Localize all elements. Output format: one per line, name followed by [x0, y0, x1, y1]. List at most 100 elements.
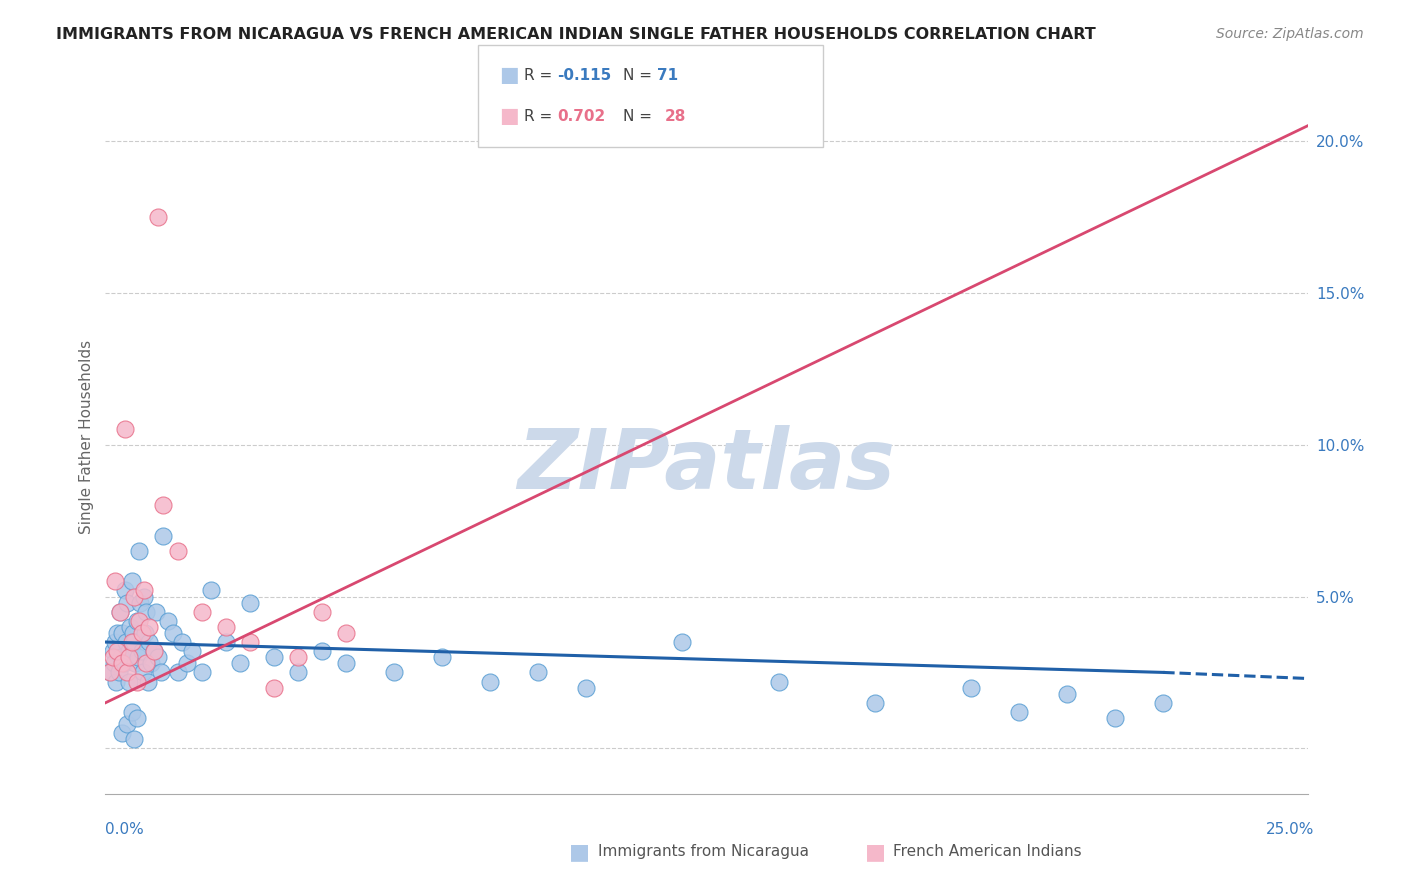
Text: ■: ■	[865, 842, 886, 862]
Point	[107, 644, 129, 658]
Text: R =: R =	[524, 68, 558, 83]
Y-axis label: Single Father Households: Single Father Households	[79, 340, 94, 534]
Point	[114, 422, 136, 436]
Point	[190, 665, 212, 680]
Point	[115, 596, 138, 610]
Point	[114, 635, 136, 649]
Point	[263, 650, 285, 665]
Text: Source: ZipAtlas.com: Source: ZipAtlas.com	[1216, 27, 1364, 41]
Point	[131, 626, 153, 640]
Point	[111, 657, 134, 671]
Text: N =: N =	[623, 109, 657, 124]
Point	[335, 657, 357, 671]
Point	[142, 644, 165, 658]
Point	[108, 665, 131, 680]
Point	[115, 717, 138, 731]
Point	[120, 620, 142, 634]
Point	[117, 674, 139, 689]
Point	[115, 665, 138, 680]
Text: French American Indians: French American Indians	[893, 845, 1081, 859]
Point	[1008, 705, 1031, 719]
Point	[162, 626, 184, 640]
Point	[101, 644, 124, 658]
Point	[101, 650, 124, 665]
Point	[111, 726, 134, 740]
Point	[1056, 687, 1078, 701]
Point	[1152, 696, 1174, 710]
Text: N =: N =	[623, 68, 657, 83]
Point	[311, 644, 333, 658]
Point	[128, 614, 150, 628]
Point	[121, 705, 143, 719]
Point	[107, 626, 129, 640]
Point	[131, 644, 153, 658]
Point	[136, 674, 159, 689]
Point	[239, 596, 262, 610]
Point	[139, 657, 162, 671]
Point	[148, 210, 170, 224]
Point	[263, 681, 285, 695]
Point	[105, 674, 128, 689]
Text: ■: ■	[569, 842, 591, 862]
Point	[148, 650, 170, 665]
Point	[156, 614, 179, 628]
Point	[960, 681, 983, 695]
Point	[124, 590, 146, 604]
Point	[104, 635, 127, 649]
Point	[103, 657, 125, 671]
Text: 25.0%: 25.0%	[1267, 822, 1315, 837]
Point	[138, 620, 160, 634]
Text: 0.0%: 0.0%	[105, 822, 145, 837]
Point	[108, 605, 131, 619]
Point	[181, 644, 204, 658]
Point	[125, 711, 148, 725]
Point	[287, 650, 309, 665]
Point	[125, 674, 148, 689]
Point	[118, 644, 141, 658]
Point	[863, 696, 886, 710]
Point	[172, 635, 194, 649]
Point	[311, 605, 333, 619]
Point	[382, 665, 405, 680]
Point	[110, 650, 132, 665]
Point	[135, 657, 157, 671]
Point	[229, 657, 252, 671]
Point	[124, 732, 146, 747]
Point	[1104, 711, 1126, 725]
Text: 0.702: 0.702	[557, 109, 605, 124]
Text: R =: R =	[524, 109, 558, 124]
Text: Immigrants from Nicaragua: Immigrants from Nicaragua	[598, 845, 808, 859]
Point	[479, 674, 502, 689]
Text: -0.115: -0.115	[557, 68, 612, 83]
Point	[152, 499, 174, 513]
Point	[112, 657, 135, 671]
Point	[104, 574, 127, 589]
Text: 71: 71	[657, 68, 678, 83]
Point	[134, 626, 156, 640]
Text: 28: 28	[665, 109, 686, 124]
Point	[287, 665, 309, 680]
Point	[132, 665, 155, 680]
Point	[121, 635, 143, 649]
Point	[127, 650, 149, 665]
Point	[166, 665, 188, 680]
Point	[122, 626, 145, 640]
Point	[111, 626, 134, 640]
Point	[118, 650, 141, 665]
Point	[190, 605, 212, 619]
Point	[214, 620, 236, 634]
Point	[132, 590, 155, 604]
Point	[128, 544, 150, 558]
Text: ZIPatlas: ZIPatlas	[517, 425, 896, 506]
Point	[98, 665, 121, 680]
Point	[768, 674, 790, 689]
Point	[121, 574, 143, 589]
Point	[124, 635, 146, 649]
Point	[430, 650, 453, 665]
Text: ■: ■	[499, 65, 519, 86]
Point	[527, 665, 550, 680]
Point	[98, 665, 121, 680]
Point	[132, 583, 155, 598]
Point	[575, 681, 598, 695]
Point	[125, 614, 148, 628]
